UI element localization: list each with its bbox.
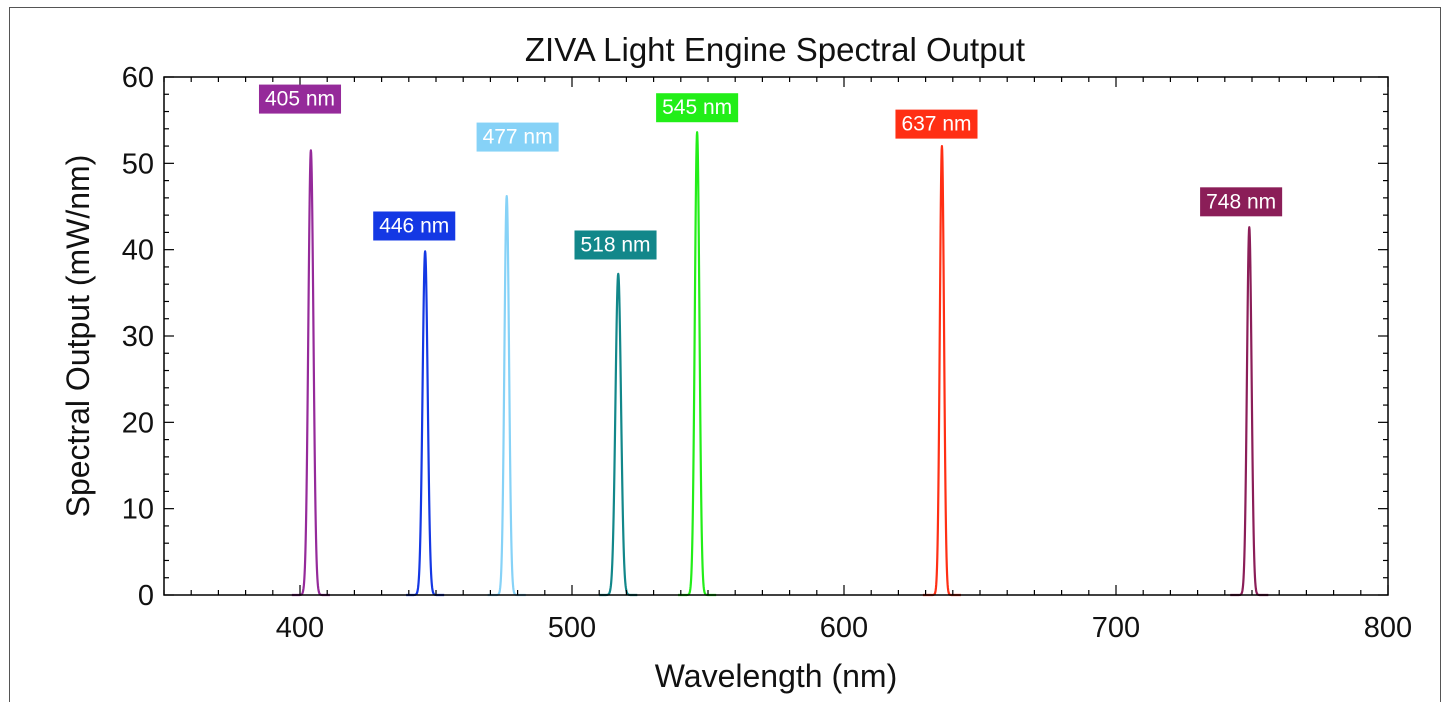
peak-label-box xyxy=(476,122,559,152)
peak-label-text: 637 nm xyxy=(901,113,971,136)
peak-label-3: 477 nm xyxy=(476,122,559,152)
peak-label-1: 405 nm xyxy=(258,84,342,114)
chart-title: ZIVA Light Engine Spectral Output xyxy=(525,31,1025,68)
peak-label-box xyxy=(574,230,657,260)
y-tick-label: 60 xyxy=(122,62,154,94)
series-line-6 xyxy=(922,144,962,597)
y-tick-label: 10 xyxy=(122,494,154,526)
y-axis-label: Spectral Output (mW/nm) xyxy=(60,155,96,518)
y-tick-label: 40 xyxy=(122,235,154,267)
peak-label-text: 748 nm xyxy=(1206,190,1276,213)
peak-label-box xyxy=(1200,187,1283,217)
y-tick-label: 50 xyxy=(122,148,154,180)
peak-label-box xyxy=(895,109,978,139)
y-tick-label: 0 xyxy=(138,580,154,612)
series-line-1 xyxy=(291,149,331,597)
series-line-3 xyxy=(486,195,527,597)
series-line-2 xyxy=(405,250,445,597)
x-axis-label: Wavelength (nm) xyxy=(655,658,897,694)
peak-labels: 405 nm 446 nm 477 nm 518 nm 545 nm 637 nm 748 … xyxy=(258,84,1283,260)
x-tick-label: 800 xyxy=(1364,612,1412,644)
peak-label-text: 477 nm xyxy=(483,126,553,149)
peak-label-text: 446 nm xyxy=(379,214,449,237)
peak-label-6: 637 nm xyxy=(895,109,978,139)
peak-label-box xyxy=(258,84,342,114)
peak-label-2: 446 nm xyxy=(373,211,456,241)
peak-label-text: 405 nm xyxy=(265,88,335,111)
y-tick-label: 20 xyxy=(122,407,154,439)
peak-label-text: 518 nm xyxy=(580,233,650,256)
series-line-4 xyxy=(598,272,639,597)
y-tick-label: 30 xyxy=(122,321,154,353)
plot-frame xyxy=(163,76,1389,596)
peak-label-box xyxy=(656,93,739,123)
x-tick-label: 500 xyxy=(548,612,596,644)
plot-area xyxy=(291,131,1270,597)
peak-label-4: 518 nm xyxy=(574,230,657,260)
x-tick-label: 600 xyxy=(820,612,868,644)
series-line-7 xyxy=(1229,226,1270,597)
x-tick-label: 400 xyxy=(276,612,324,644)
peak-label-7: 748 nm xyxy=(1200,187,1283,217)
x-tick-label: 700 xyxy=(1092,612,1140,644)
peak-label-5: 545 nm xyxy=(656,93,739,123)
figure-frame xyxy=(9,7,1441,702)
axes: 400 500 600 700 800 0 10 20 30 40 50 60 xyxy=(122,62,1412,644)
series-line-5 xyxy=(677,131,717,597)
peak-label-box xyxy=(373,211,456,241)
peak-label-text: 545 nm xyxy=(662,96,732,119)
